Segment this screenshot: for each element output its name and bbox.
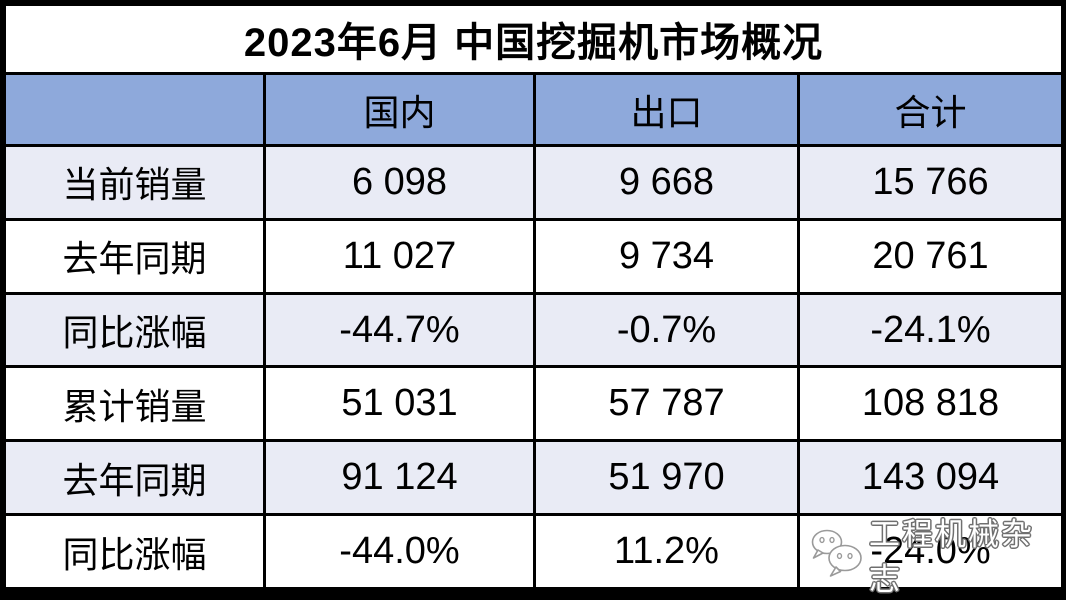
cell-total: -24.1% — [796, 291, 1065, 369]
cell-export: -0.7% — [533, 291, 800, 369]
cell-export: 57 787 — [533, 365, 800, 443]
cell-total: 108 818 — [796, 365, 1065, 443]
table-row-cumulative-sales: 累计销量 51 031 57 787 108 818 — [3, 365, 1065, 443]
row-label: 去年同期 — [3, 217, 266, 295]
table-row-last-year-cumulative: 去年同期 91 124 51 970 143 094 — [3, 439, 1065, 517]
cell-domestic: -44.0% — [263, 513, 536, 590]
cell-export: 51 970 — [533, 439, 800, 517]
cell-export: 11.2% — [533, 513, 800, 590]
row-label: 当前销量 — [3, 144, 266, 221]
table-row-last-year-same-period: 去年同期 11 027 9 734 20 761 — [3, 217, 1065, 295]
column-header-total: 合计 — [796, 72, 1065, 147]
table-row-cumulative-yoy-change: 同比涨幅 -44.0% 11.2% -24.0% — [3, 513, 1065, 590]
cell-total: 15 766 — [796, 144, 1065, 221]
table-title: 2023年6月 中国挖掘机市场概况 — [2, 3, 1065, 75]
column-header-export: 出口 — [533, 72, 800, 147]
row-label: 去年同期 — [3, 439, 266, 517]
table-row-yoy-change: 同比涨幅 -44.7% -0.7% -24.1% — [3, 291, 1065, 369]
cell-total: 20 761 — [796, 217, 1065, 295]
cell-export: 9 668 — [533, 144, 800, 221]
row-label: 累计销量 — [3, 365, 266, 443]
cell-total: 143 094 — [796, 439, 1065, 517]
cell-domestic: -44.7% — [263, 291, 536, 369]
cell-total: -24.0% — [796, 513, 1065, 590]
header-row: 国内 出口 合计 — [3, 72, 1065, 147]
row-label: 同比涨幅 — [3, 291, 266, 369]
cell-export: 9 734 — [533, 217, 800, 295]
market-table: 2023年6月 中国挖掘机市场概况 国内 出口 合计 当前销量 6 098 9 … — [2, 3, 1065, 590]
row-label: 同比涨幅 — [3, 513, 266, 590]
column-header-domestic: 国内 — [263, 72, 536, 147]
table-row-current-sales: 当前销量 6 098 9 668 15 766 — [3, 144, 1065, 221]
cell-domestic: 51 031 — [263, 365, 536, 443]
cell-domestic: 11 027 — [263, 217, 536, 295]
cell-domestic: 91 124 — [263, 439, 536, 517]
column-header-blank — [3, 72, 266, 147]
title-row: 2023年6月 中国挖掘机市场概况 — [2, 3, 1065, 75]
cell-domestic: 6 098 — [263, 144, 536, 221]
